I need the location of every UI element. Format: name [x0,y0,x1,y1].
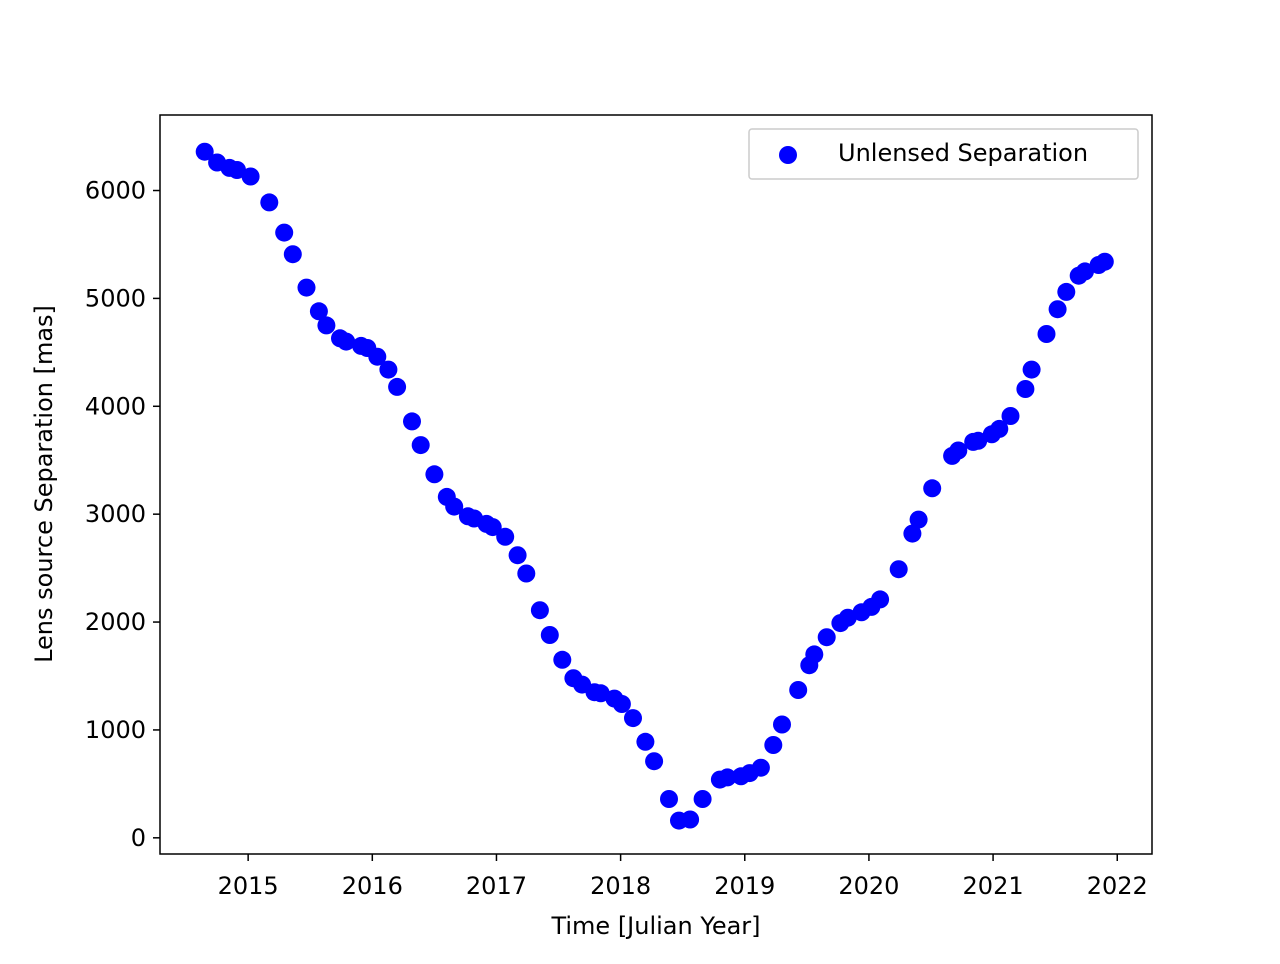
data-point [645,752,664,771]
data-point [817,628,836,647]
data-point [425,465,444,484]
data-point [990,419,1009,438]
x-tick-label: 2018 [590,872,651,900]
data-point [591,684,610,703]
data-point [228,161,246,179]
data-point [751,758,770,777]
data-point [1001,407,1020,425]
x-tick-label: 2016 [342,872,403,900]
data-point [368,347,387,366]
data-point [317,316,336,335]
data-point [517,564,536,583]
data-point [636,732,655,751]
y-tick-label: 5000 [85,284,146,312]
data-point [540,626,559,644]
data-point [445,497,464,516]
data-point [508,546,527,565]
data-point [949,441,968,460]
y-tick-label: 1000 [85,716,146,744]
y-tick-label: 6000 [85,177,146,205]
data-point [1016,380,1035,398]
data-point [411,436,430,455]
data-points [195,142,1114,830]
x-tick-label: 2020 [838,872,899,900]
data-point [660,790,678,808]
data-point [718,768,737,787]
data-point [681,810,700,829]
y-tick-label: 3000 [85,500,146,528]
data-point [260,193,279,212]
plot-frame [159,114,1153,855]
data-point [195,142,214,161]
data-point [1076,262,1094,281]
data-point [903,524,922,543]
data-point [553,650,572,669]
data-point [871,590,890,609]
data-point [773,715,791,734]
data-point [379,360,398,379]
legend: Unlensed Separation [748,128,1139,180]
data-point [1057,282,1076,301]
data-point [241,167,260,186]
x-tick-label: 2022 [1087,872,1148,900]
data-point [805,645,824,664]
data-point [275,223,294,242]
legend-label: Unlensed Separation [838,139,1088,167]
y-axis-label: Lens source Separation [mas] [30,305,58,663]
data-point [789,681,808,699]
x-axis-ticks: 2015 2016 2017 2018 2019 2020 2021 2022 [218,854,1148,900]
data-point [496,527,515,546]
data-point [1037,325,1056,343]
data-point [309,302,328,321]
data-point [612,695,631,713]
data-point [693,790,712,808]
x-tick-label: 2021 [963,872,1024,900]
data-point [838,608,857,627]
data-point [403,412,421,431]
data-point [969,431,988,450]
data-point [483,518,502,537]
x-tick-label: 2017 [466,872,527,900]
y-tick-label: 4000 [85,392,146,420]
x-axis-label: Time [Julian Year] [550,912,760,940]
data-point [624,709,642,728]
data-point [764,736,783,754]
y-axis-ticks: 0 1000 2000 3000 4000 5000 6000 [85,177,160,852]
data-point [889,560,908,579]
data-point [297,278,316,297]
x-tick-label: 2015 [218,872,279,900]
data-point [283,245,302,264]
x-tick-label: 2019 [714,872,775,900]
data-point [923,479,942,498]
data-point [1048,300,1067,319]
data-point [1022,360,1041,379]
legend-frame [748,128,1139,180]
data-point [388,377,407,396]
data-point [337,332,356,351]
legend-marker [779,146,797,164]
y-tick-label: 0 [131,824,146,852]
data-point [909,510,928,529]
data-point [1095,252,1114,271]
y-tick-label: 2000 [85,608,146,636]
data-point [530,601,549,620]
